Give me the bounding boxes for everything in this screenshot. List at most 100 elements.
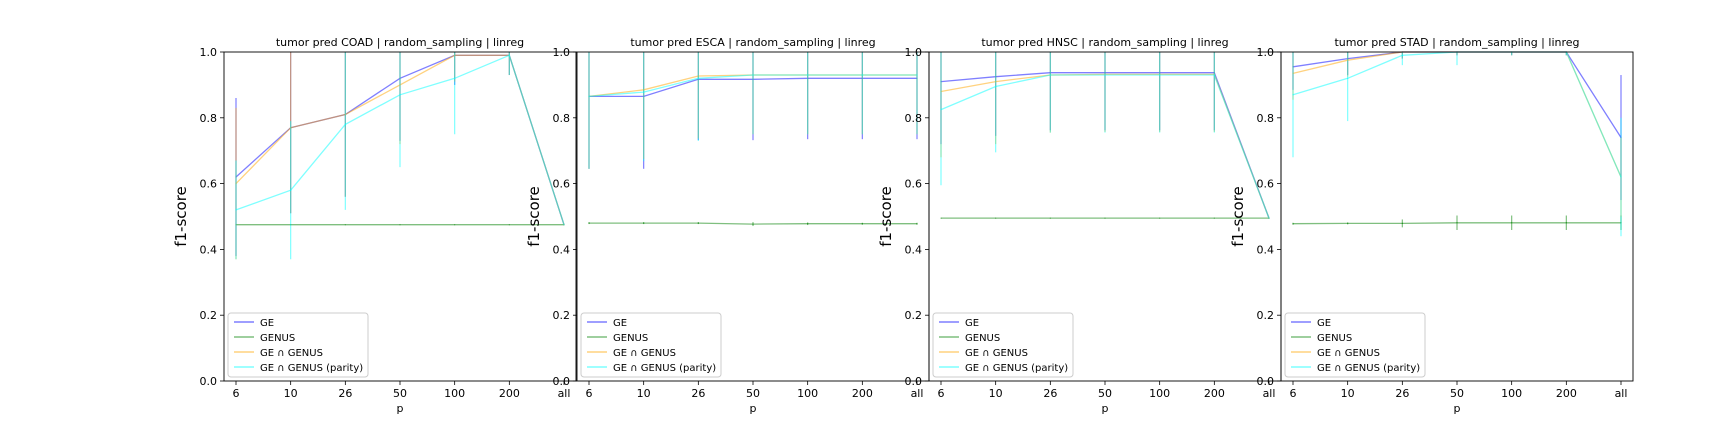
- data-point: [1049, 74, 1051, 76]
- x-tick-label: 26: [1395, 387, 1409, 400]
- legend-label: GE: [965, 318, 979, 329]
- data-point: [1104, 74, 1106, 76]
- x-tick-label: 50: [1450, 387, 1464, 400]
- x-axis-label: p: [397, 402, 404, 415]
- legend-label: GE ∩ GENUS (parity): [1317, 363, 1420, 374]
- y-axis-label: f1-score: [1229, 186, 1247, 247]
- data-point: [563, 224, 565, 226]
- data-point: [588, 95, 590, 98]
- data-point: [643, 222, 645, 224]
- x-tick-label: 10: [637, 387, 651, 400]
- legend-label: GENUS: [260, 333, 295, 344]
- legend-label: GE ∩ GENUS: [613, 348, 676, 359]
- chart-title: tumor pred HNSC | random_sampling | linr…: [981, 36, 1228, 49]
- data-point: [861, 74, 863, 76]
- data-point: [1401, 222, 1403, 225]
- data-point: [1456, 222, 1458, 224]
- data-point: [995, 217, 997, 219]
- axes-frame: [1280, 51, 1634, 382]
- y-tick-label: 0.0: [553, 375, 571, 388]
- chart-panel-1: tumor pred COAD | random_sampling | linr…: [172, 36, 577, 415]
- legend: GE GENUS GE ∩ GENUS GE ∩ GENUS (parity): [932, 312, 1074, 378]
- data-point: [916, 223, 918, 225]
- x-tick-label: all: [1263, 387, 1276, 400]
- legend-label: GE ∩ GENUS (parity): [260, 363, 363, 374]
- y-tick-label: 0.2: [905, 309, 923, 322]
- y-tick-label: 1.0: [200, 46, 218, 59]
- x-tick-label: 200: [852, 387, 873, 400]
- y-axis-label: f1-score: [525, 186, 543, 247]
- y-tick-label: 0.0: [905, 375, 923, 388]
- y-tick-label: 0.4: [905, 243, 923, 256]
- axes-frame: [223, 51, 577, 382]
- x-tick-label: all: [1615, 387, 1628, 400]
- y-tick-label: 0.8: [200, 112, 218, 125]
- data-point: [1401, 54, 1403, 56]
- x-tick-label: 200: [499, 387, 520, 400]
- y-axis-label: f1-score: [172, 186, 190, 247]
- x-tick-label: 6: [233, 387, 240, 400]
- x-tick-label: 100: [444, 387, 465, 400]
- legend-label: GE ∩ GENUS: [1317, 348, 1380, 359]
- y-tick-label: 1.0: [553, 46, 571, 59]
- x-tick-label: all: [558, 387, 571, 400]
- data-point: [995, 85, 997, 88]
- series-2: [588, 222, 918, 227]
- y-tick-label: 0.8: [1257, 112, 1275, 125]
- data-point: [1268, 217, 1270, 219]
- legend-label: GE ∩ GENUS: [965, 348, 1028, 359]
- x-tick-label: 50: [393, 387, 407, 400]
- series-1: [1292, 51, 1622, 201]
- x-tick-label: 26: [691, 387, 705, 400]
- legend-label: GENUS: [613, 333, 648, 344]
- data-point: [1347, 222, 1349, 225]
- x-tick-label: 100: [1501, 387, 1522, 400]
- legend-label: GE: [613, 318, 627, 329]
- data-point: [1104, 217, 1106, 219]
- x-tick-label: 100: [797, 387, 818, 400]
- data-point: [454, 77, 456, 79]
- data-point: [1565, 222, 1567, 224]
- data-point: [344, 224, 346, 226]
- legend: GE GENUS GE ∩ GENUS GE ∩ GENUS (parity): [1284, 312, 1426, 378]
- legend-box: [227, 312, 369, 378]
- x-tick-label: all: [911, 387, 924, 400]
- y-tick-label: 0.2: [200, 309, 218, 322]
- x-tick-label: 6: [586, 387, 593, 400]
- data-point: [399, 224, 401, 226]
- x-tick-label: 6: [938, 387, 945, 400]
- series-2: [940, 217, 1270, 219]
- data-point: [290, 189, 292, 191]
- legend-label: GE ∩ GENUS (parity): [613, 363, 716, 374]
- chart-panel-4: tumor pred STAD | random_sampling | linr…: [1229, 36, 1634, 415]
- data-point: [697, 77, 699, 79]
- x-axis-label: p: [1102, 402, 1109, 415]
- y-tick-label: 0.2: [553, 309, 571, 322]
- data-point: [752, 223, 754, 225]
- x-tick-label: 26: [338, 387, 352, 400]
- x-tick-label: 50: [1098, 387, 1112, 400]
- x-tick-label: 10: [989, 387, 1003, 400]
- legend-label: GE ∩ GENUS: [260, 348, 323, 359]
- data-point: [1292, 223, 1294, 225]
- data-point: [1049, 217, 1051, 219]
- x-tick-label: 200: [1556, 387, 1577, 400]
- data-point: [1347, 77, 1349, 79]
- y-tick-label: 0.2: [1257, 309, 1275, 322]
- data-point: [1292, 94, 1294, 96]
- data-point: [807, 74, 809, 76]
- data-point: [807, 223, 809, 225]
- y-tick-label: 0.8: [905, 112, 923, 125]
- chart-title: tumor pred STAD | random_sampling | linr…: [1334, 36, 1579, 49]
- series-line: [1292, 51, 1622, 178]
- y-tick-label: 0.6: [1257, 178, 1275, 191]
- legend-label: GENUS: [1317, 333, 1352, 344]
- y-tick-label: 0.0: [200, 375, 218, 388]
- y-tick-label: 0.4: [553, 243, 571, 256]
- y-tick-label: 0.0: [1257, 375, 1275, 388]
- data-point: [1620, 176, 1622, 178]
- data-point: [344, 123, 346, 125]
- data-point: [940, 217, 942, 219]
- y-tick-label: 1.0: [1257, 46, 1275, 59]
